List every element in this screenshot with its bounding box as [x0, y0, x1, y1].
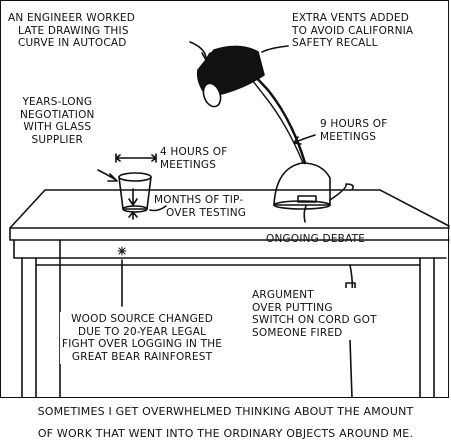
caption-line: Sometimes I get overwhelmed thinking abo…	[37, 405, 414, 418]
annotation-argument-line: switch on cord got	[252, 314, 377, 326]
annotation-negotiation: Years-long negotiation with glass suppli…	[20, 96, 95, 146]
annotation-engineer: An engineer worked late drawing this cur…	[8, 12, 135, 50]
comic-panel	[0, 0, 449, 398]
glass-illustration	[118, 172, 152, 213]
comic-drawing	[9, 41, 450, 398]
annotation-vents: Extra vents added to avoid California sa…	[292, 12, 413, 50]
arrow-glass-bottom	[128, 211, 138, 220]
comic-caption: Sometimes I get overwhelmed thinking abo…	[0, 401, 451, 445]
annotation-argument-line: Argument	[252, 289, 314, 301]
annotation-negotiation-line: with glass	[23, 121, 92, 133]
annotation-nine-hours: 9 hours of meetings	[320, 118, 387, 143]
annotation-four-hours-line: 4 hours of	[160, 146, 228, 158]
annotation-negotiation-line: negotiation	[20, 108, 95, 121]
annotation-nine-hours-line: 9 hours of	[320, 118, 388, 130]
wood-mark-illustration	[117, 246, 127, 256]
annotation-debate: Ongoing debate	[266, 233, 365, 246]
annotation-debate-line: Ongoing debate	[266, 233, 366, 245]
annotation-four-hours-line: meetings	[160, 158, 217, 171]
annotation-engineer-line: late drawing this	[18, 24, 129, 37]
arrow-vents	[261, 45, 289, 53]
annotation-argument-line: someone fired	[252, 326, 343, 339]
annotation-vents-line: to avoid California	[292, 24, 414, 37]
arrow-engineer	[189, 41, 211, 61]
annotation-wood-line: Great Bear Rainforest	[71, 350, 213, 363]
annotation-nine-hours-line: meetings	[320, 130, 377, 143]
measure-four-hours	[115, 153, 157, 163]
arrow-tipover	[149, 205, 167, 212]
arrow-glass-top	[128, 188, 138, 206]
lamp-illustration	[196, 45, 354, 210]
annotation-vents-line: Extra vents added	[292, 12, 410, 24]
annotation-tipover-line: Months of tip-	[154, 194, 244, 206]
annotation-argument-line: over putting	[252, 301, 333, 314]
annotation-engineer-line: curve in Autocad	[18, 37, 127, 49]
arrow-nine-hours	[293, 134, 316, 145]
annotation-engineer-line: An engineer worked	[8, 12, 136, 24]
arrow-debate	[303, 205, 307, 223]
annotation-wood-line: Wood source changed	[71, 313, 214, 325]
annotation-negotiation-line: supplier	[31, 133, 84, 146]
annotation-wood: Wood source changed due to 20-year legal…	[60, 312, 225, 364]
desk-illustration	[9, 189, 450, 398]
annotation-argument: Argument over putting switch on cord got…	[250, 288, 379, 340]
annotation-tipover-line: over testing	[166, 206, 247, 219]
annotation-four-hours: 4 hours of meetings	[160, 146, 227, 171]
annotation-vents-line: safety recall	[292, 37, 378, 49]
annotation-wood-line: due to 20-year legal	[77, 325, 207, 338]
annotation-tipover: Months of tip- over testing	[154, 194, 246, 219]
arrow-negotiation	[97, 169, 118, 182]
annotation-negotiation-line: Years-long	[22, 96, 93, 108]
annotation-wood-line: fight over logging in the	[62, 338, 223, 350]
caption-line: of work that went into the ordinary obje…	[37, 427, 414, 440]
